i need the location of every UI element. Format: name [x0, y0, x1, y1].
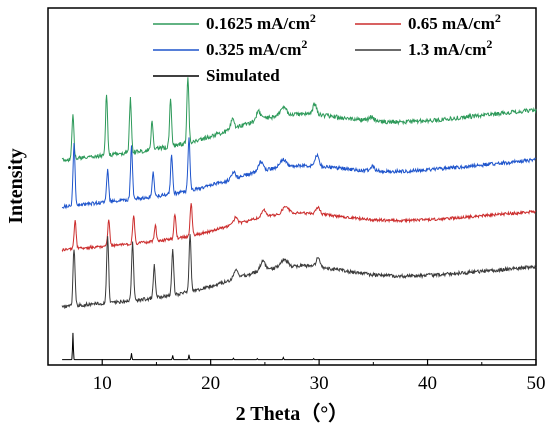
- x-tick-label: 40: [418, 373, 437, 394]
- legend-label-2: 0.325 mA/cm2: [206, 37, 307, 59]
- x-tick-label: 30: [310, 373, 329, 394]
- plot-area-frame: [47, 7, 537, 366]
- y-axis-title: Intensity: [5, 148, 27, 224]
- legend-label-4: Simulated: [206, 66, 280, 85]
- x-tick-label: 50: [527, 373, 546, 394]
- legend-label-superscript: 2: [301, 37, 307, 51]
- legend-label-superscript: 2: [486, 37, 492, 51]
- legend-label-text: 1.3 mA/cm: [408, 40, 486, 59]
- legend-label-text: 0.325 mA/cm: [206, 40, 301, 59]
- x-axis-title: 2 Theta（°）: [236, 402, 349, 425]
- series-line-1: [61, 203, 537, 253]
- series-line-3: [61, 234, 537, 309]
- legend-label-text: 0.65 mA/cm: [408, 14, 495, 33]
- legend-label-superscript: 2: [495, 11, 501, 25]
- legend-label-3: 1.3 mA/cm2: [408, 37, 492, 59]
- legend-label-0: 0.1625 mA/cm2: [206, 11, 316, 33]
- series-line-2: [61, 137, 537, 210]
- legend-label-text: 0.1625 mA/cm: [206, 14, 310, 33]
- series-line-0: [61, 77, 537, 163]
- x-ticks: 10 20 30 40 50: [47, 359, 546, 394]
- legend-label-text: Simulated: [206, 66, 280, 85]
- legend-label-superscript: 2: [310, 11, 316, 25]
- series-line-4: [62, 332, 536, 361]
- legend-label-1: 0.65 mA/cm2: [408, 11, 501, 33]
- x-tick-label: 20: [201, 373, 220, 394]
- series-layer: [61, 77, 537, 361]
- x-tick-label: 10: [93, 373, 112, 394]
